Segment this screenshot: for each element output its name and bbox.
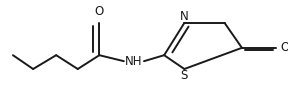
Text: NH: NH (125, 55, 143, 68)
Text: O: O (95, 5, 104, 18)
Text: S: S (181, 69, 188, 82)
Text: N: N (180, 10, 189, 23)
Text: O: O (281, 41, 288, 54)
